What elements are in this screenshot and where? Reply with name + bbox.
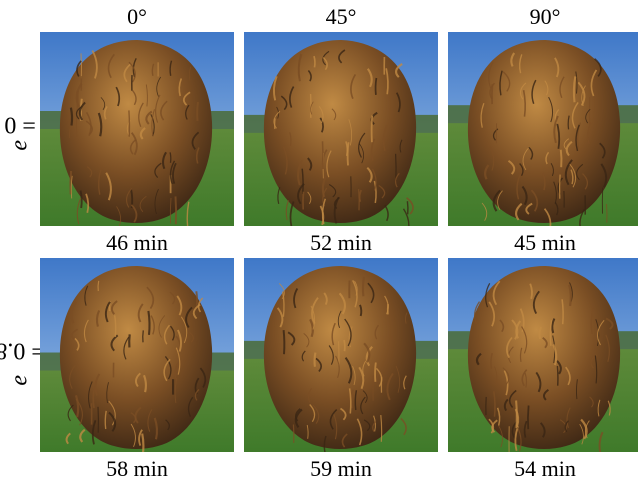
column-label-90deg: 90° xyxy=(529,4,561,29)
render-time-e0-0deg: 46 min xyxy=(106,230,168,255)
render-time-e0-90deg: 45 min xyxy=(514,230,576,255)
render-time-e08-0deg: 58 min xyxy=(106,456,168,481)
render-time-e08-90deg: 54 min xyxy=(514,456,576,481)
render-time-e0-45deg: 52 min xyxy=(310,230,372,255)
row-label-e0: e = 0 xyxy=(4,111,36,151)
column-label-45deg: 45° xyxy=(325,4,357,29)
column-label-0deg: 0° xyxy=(127,4,147,29)
hair-render-e08-0deg xyxy=(40,258,234,452)
render-time-e08-45deg: 59 min xyxy=(310,456,372,481)
row-label-e08: e = 0.8 xyxy=(0,337,45,386)
hair-render-e0-90deg xyxy=(448,32,638,226)
hair-render-e08-45deg xyxy=(244,258,438,452)
hair-render-e08-90deg xyxy=(448,258,638,452)
hair-render-e0-45deg xyxy=(244,32,438,226)
hair-render-e0-0deg xyxy=(40,32,234,226)
